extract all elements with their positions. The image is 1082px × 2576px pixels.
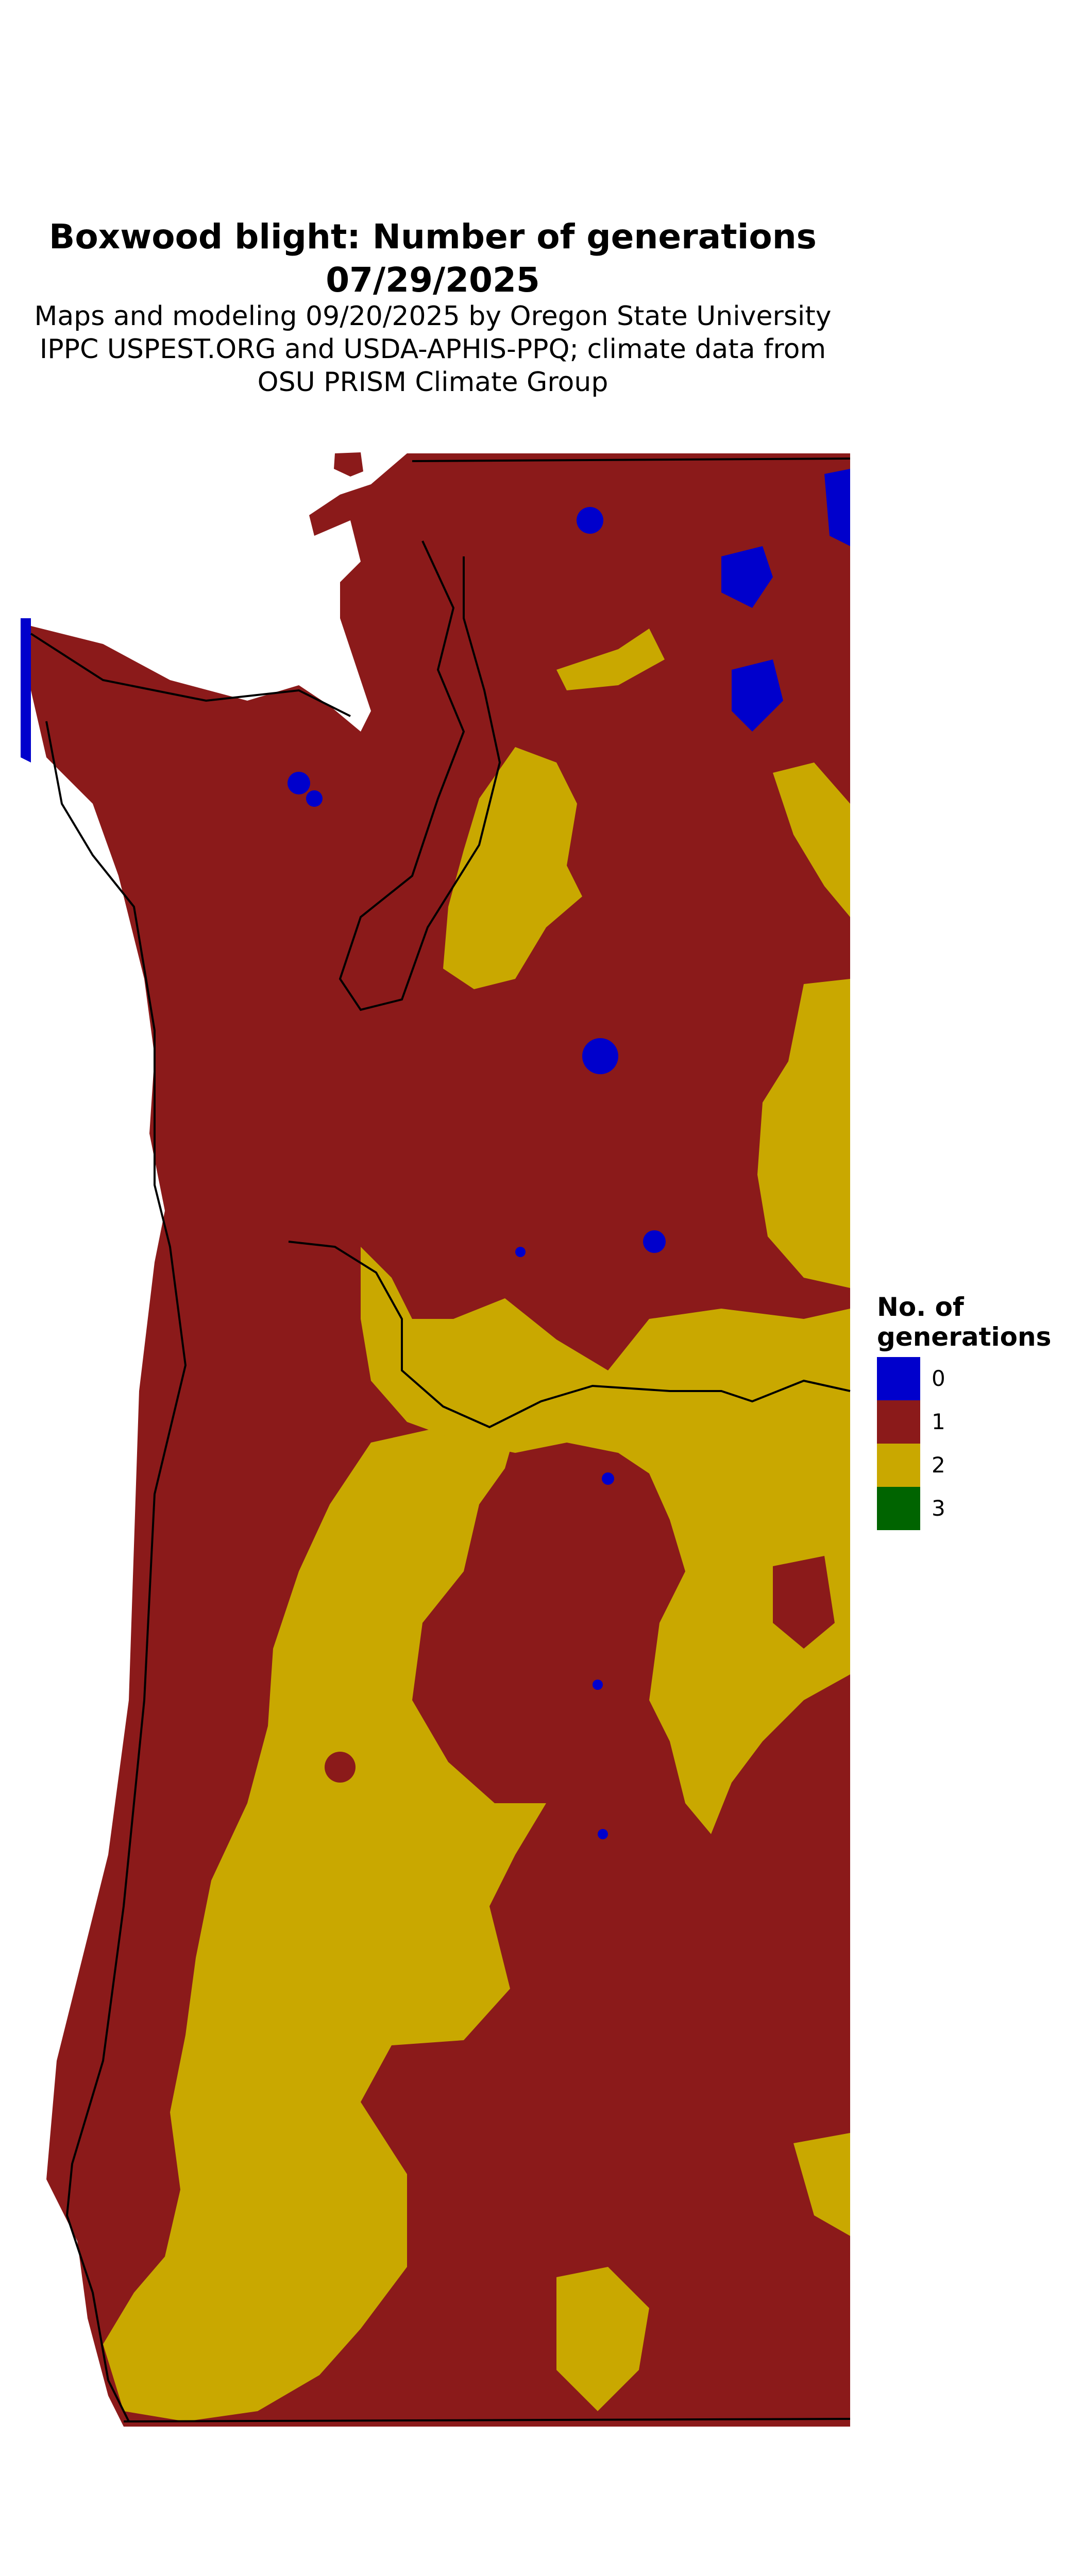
legend-items: 0 1 2 3 bbox=[877, 1357, 1073, 1530]
legend-item: 2 bbox=[877, 1444, 1073, 1487]
legend-title: No. of generations bbox=[877, 1292, 1073, 1352]
legend-item: 0 bbox=[877, 1357, 1073, 1400]
legend-title-line2: generations bbox=[877, 1322, 1052, 1352]
map-title-date: 07/29/2025 bbox=[326, 260, 540, 300]
legend-label: 1 bbox=[932, 1409, 945, 1434]
state-boundary-south bbox=[123, 2418, 851, 2422]
map-title: Boxwood blight: Number of generations 07… bbox=[10, 215, 855, 302]
subtitle-line1: Maps and modeling 09/20/2025 by Oregon S… bbox=[34, 301, 832, 332]
map-title-line1: Boxwood blight: Number of generations bbox=[49, 217, 817, 257]
region-zero-generations bbox=[21, 469, 850, 1839]
legend-item: 3 bbox=[877, 1487, 1073, 1530]
legend-label: 2 bbox=[932, 1452, 945, 1478]
region-two-generations-ne bbox=[773, 762, 850, 917]
region-two-generations-se bbox=[793, 2133, 850, 2236]
legend-title-line1: No. of bbox=[877, 1292, 964, 1322]
region-two-generations-yakima bbox=[556, 629, 665, 690]
coastline bbox=[30, 633, 351, 2422]
region-two-generations-puget bbox=[443, 747, 582, 989]
map-subtitle: Maps and modeling 09/20/2025 by Oregon S… bbox=[10, 300, 855, 399]
region-two-generations-east-wa bbox=[757, 979, 850, 1288]
island bbox=[334, 452, 363, 477]
subtitle-line2: IPPC USPEST.ORG and USDA-APHIS-PPQ; clim… bbox=[39, 334, 826, 365]
state-boundary-north bbox=[412, 457, 851, 462]
legend-swatch bbox=[877, 1357, 920, 1400]
state-boundary-columbia-river bbox=[288, 1241, 851, 1429]
puget-sound bbox=[339, 540, 501, 1011]
region-two-generations-willamette bbox=[103, 1422, 546, 2421]
legend-swatch bbox=[877, 1487, 920, 1530]
legend-swatch bbox=[877, 1400, 920, 1444]
legend-label: 3 bbox=[932, 1496, 945, 1521]
legend: No. of generations 0 1 2 3 bbox=[877, 1292, 1073, 1530]
subtitle-line3: OSU PRISM Climate Group bbox=[257, 367, 608, 398]
region-one-generation-cascades bbox=[773, 1556, 835, 1649]
boundaries bbox=[30, 457, 851, 2422]
legend-swatch bbox=[877, 1444, 920, 1487]
region-one-generation-spot bbox=[325, 1752, 356, 1783]
legend-label: 0 bbox=[932, 1366, 945, 1391]
legend-item: 1 bbox=[877, 1400, 1073, 1444]
region-two-generations-south bbox=[556, 2267, 649, 2411]
